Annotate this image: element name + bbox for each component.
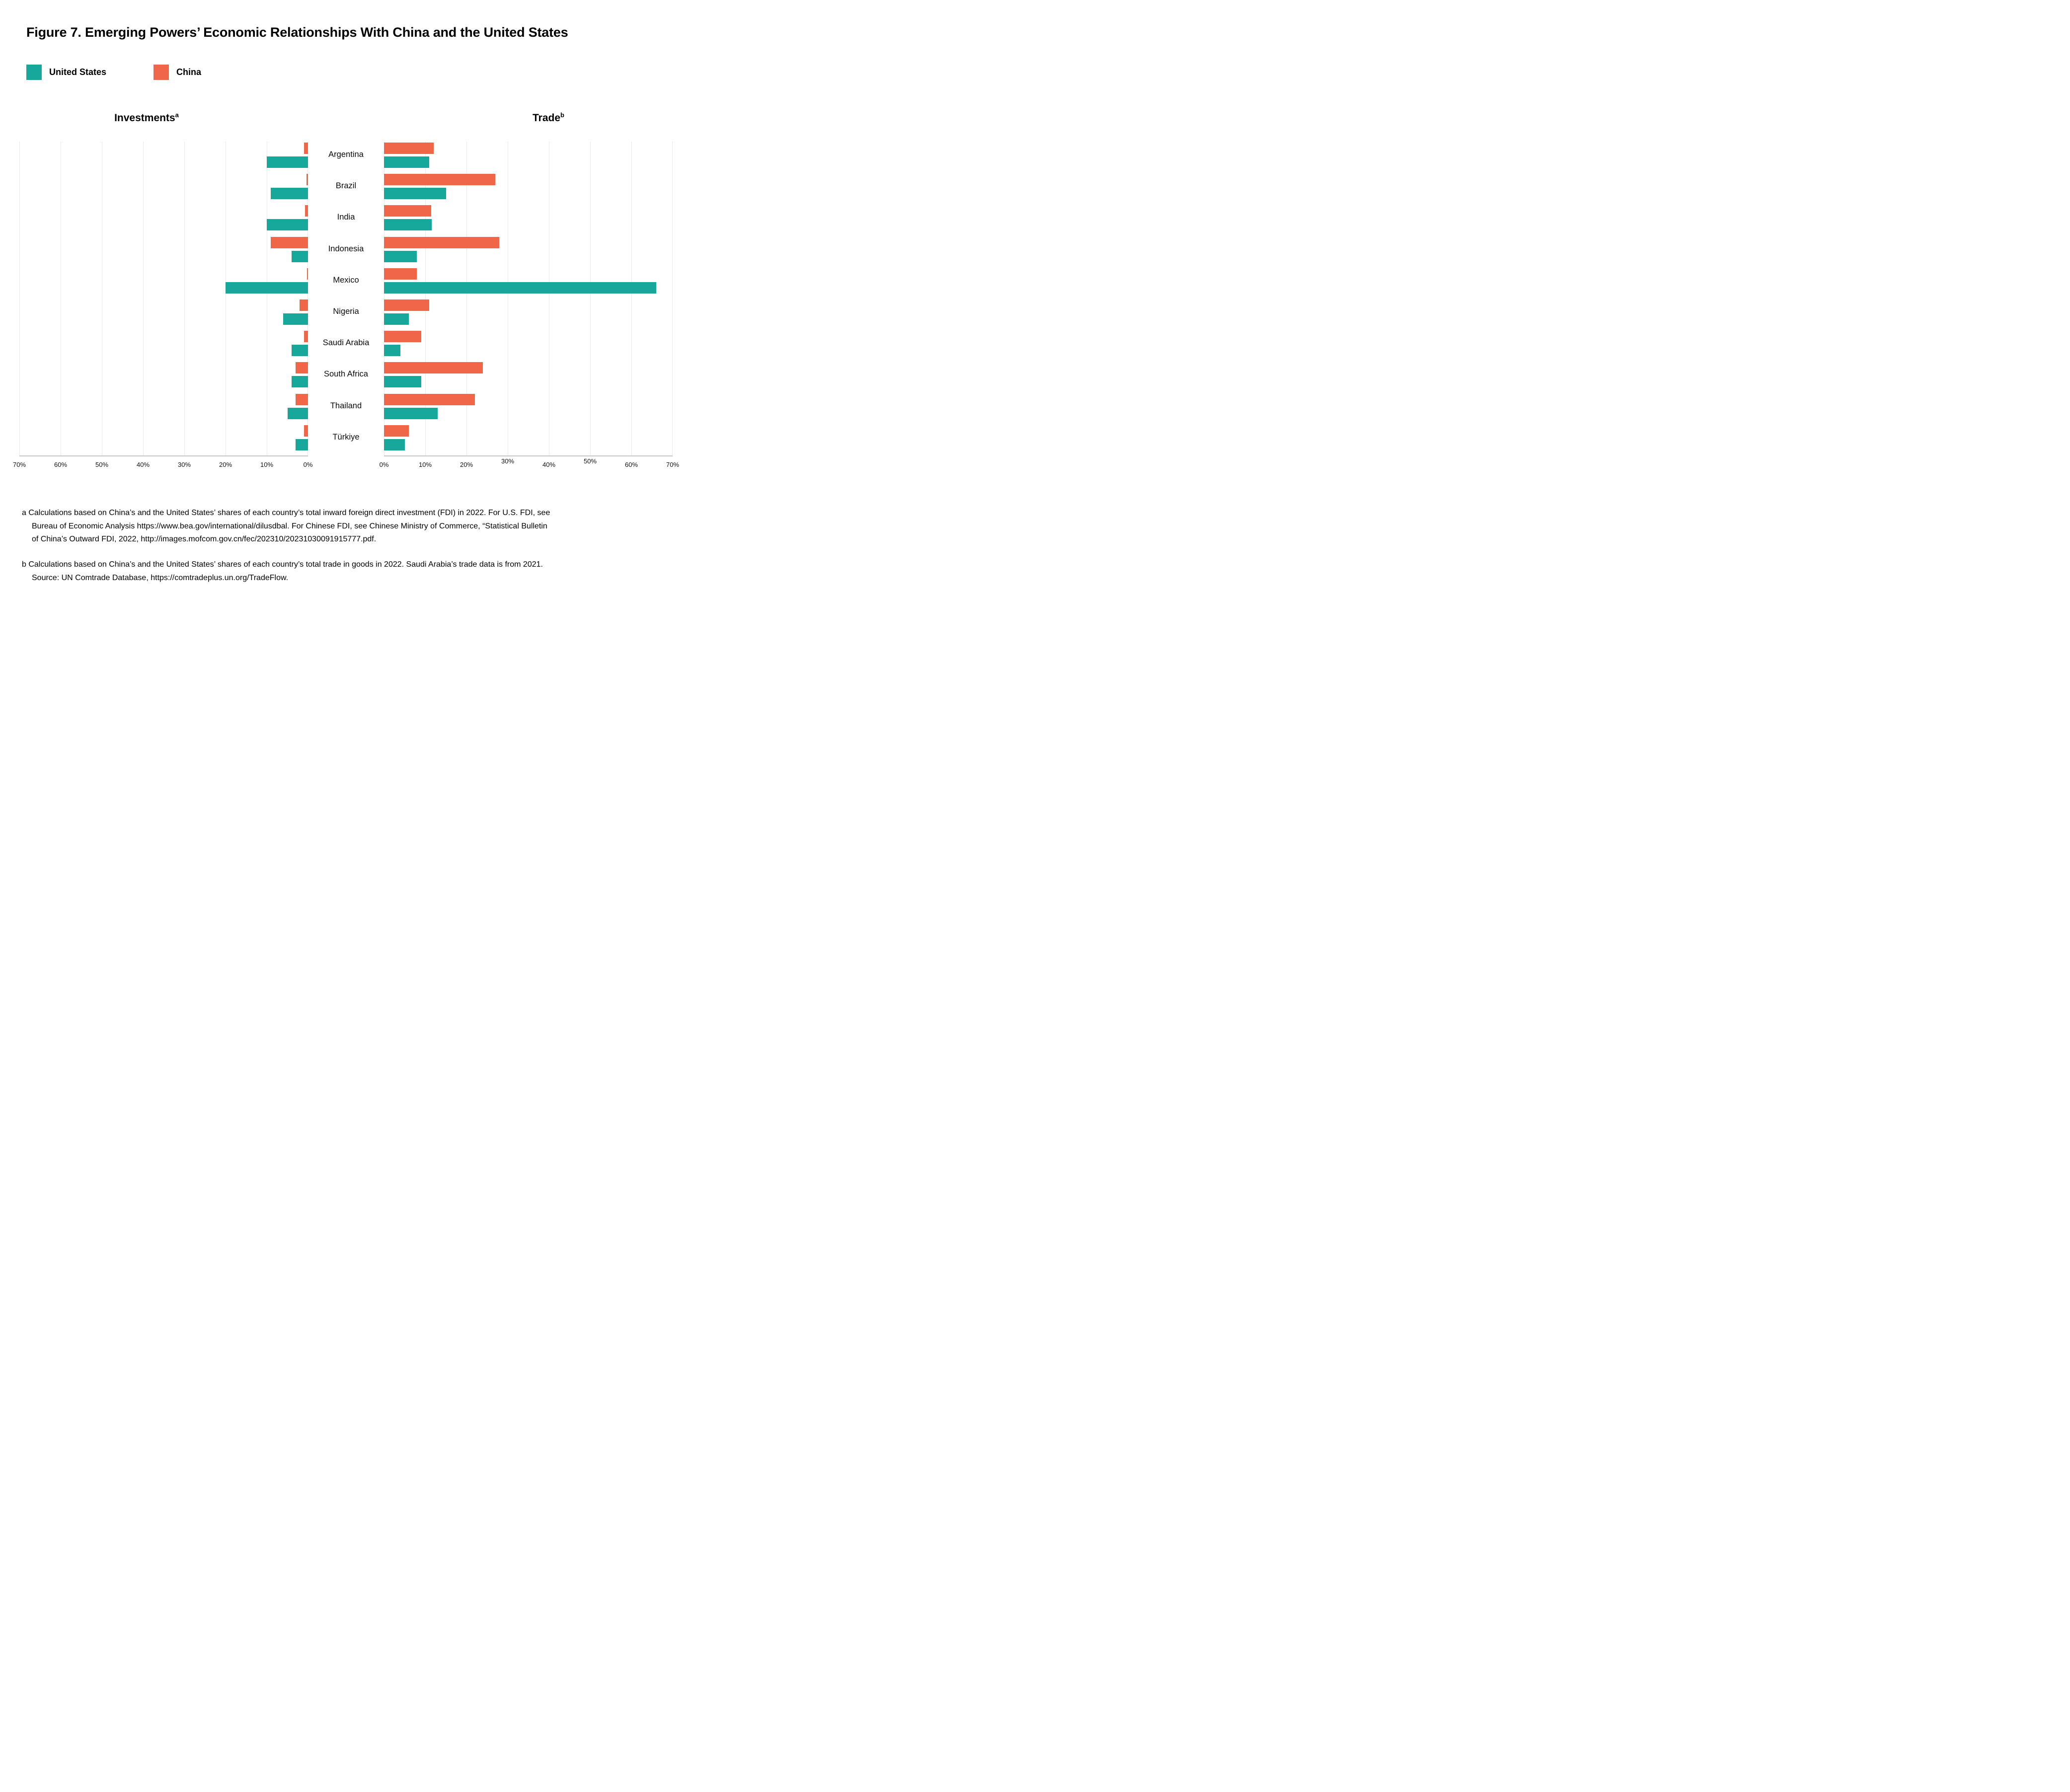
bar-trade-india-united-states: [384, 219, 432, 231]
bar-investments-t-rkiye-united-states: [296, 439, 308, 450]
bar-investments-mexico-china: [307, 268, 308, 280]
investments-header-label: Investments: [114, 112, 175, 124]
gridline-investments-0: [307, 142, 308, 455]
investments-plot-area: [19, 142, 308, 456]
bar-investments-thailand-china: [296, 393, 308, 405]
trade-panel-header: Tradeb: [484, 111, 613, 124]
bar-trade-india-china: [384, 205, 431, 217]
axis-tick-investments-0: 0%: [303, 461, 313, 468]
figure-page: Figure 7. Emerging Powers’ Economic Rela…: [0, 0, 690, 597]
footnote-a-line: of China’s Outward FDI, 2022, http://ima…: [32, 535, 377, 543]
bar-trade-argentina-china: [384, 143, 434, 154]
bar-trade-nigeria-united-states: [384, 313, 409, 325]
gridline-trade-50: [590, 142, 591, 455]
country-label-india: India: [337, 213, 355, 222]
bar-trade-mexico-china: [384, 268, 417, 280]
country-label-south-africa: South Africa: [324, 370, 368, 379]
country-label-mexico: Mexico: [333, 275, 359, 285]
bar-investments-south-africa-china: [296, 362, 308, 374]
china-swatch-icon: [153, 65, 169, 80]
legend-item-china: China: [153, 65, 201, 80]
legend-label-china: China: [176, 67, 202, 77]
bar-investments-india-china: [305, 205, 308, 217]
country-label-indonesia: Indonesia: [328, 244, 364, 253]
axis-tick-investments-30: 30%: [177, 461, 191, 468]
bar-trade-indonesia-united-states: [384, 250, 417, 262]
bar-investments-saudi-arabia-china: [304, 331, 308, 343]
trade-header-label: Trade: [533, 112, 561, 124]
gridline-investments-30: [184, 142, 185, 455]
bar-investments-india-united-states: [267, 219, 308, 231]
gridline-trade-60: [631, 142, 632, 455]
footnote-a-line: a Calculations based on China’s and the …: [22, 509, 550, 517]
bar-trade-brazil-china: [384, 174, 496, 186]
bar-trade-indonesia-china: [384, 236, 500, 248]
axis-tick-trade-10: 10%: [418, 461, 432, 468]
gridline-trade-70: [672, 142, 673, 455]
gridline-investments-70: [19, 142, 20, 455]
bar-investments-brazil-china: [306, 174, 308, 186]
trade-footnote-mark: b: [560, 111, 564, 119]
legend: United States China: [26, 65, 201, 80]
bar-investments-argentina-united-states: [267, 156, 308, 168]
country-label-saudi-arabia: Saudi Arabia: [322, 338, 370, 348]
country-label-t-rkiye: Türkiye: [332, 432, 360, 442]
bar-investments-indonesia-united-states: [291, 250, 308, 262]
bar-trade-t-rkiye-china: [384, 425, 409, 437]
investments-footnote-mark: a: [175, 111, 179, 119]
gridline-trade-20: [466, 142, 467, 455]
bar-trade-south-africa-united-states: [384, 376, 421, 388]
bar-trade-nigeria-china: [384, 299, 430, 311]
legend-item-united-states: United States: [26, 65, 106, 80]
gridline-investments-40: [143, 142, 144, 455]
country-label-argentina: Argentina: [328, 150, 364, 159]
bar-trade-argentina-united-states: [384, 156, 430, 168]
bar-investments-nigeria-china: [300, 299, 308, 311]
axis-tick-trade-60: 60%: [624, 461, 638, 468]
country-label-nigeria: Nigeria: [333, 307, 359, 316]
bar-investments-south-africa-united-states: [291, 376, 308, 388]
bar-trade-saudi-arabia-china: [384, 331, 421, 343]
footnote-a-line: Bureau of Economic Analysis https://www.…: [32, 522, 547, 530]
bar-trade-mexico-united-states: [384, 282, 656, 294]
bar-investments-brazil-united-states: [271, 188, 308, 200]
axis-tick-investments-40: 40%: [136, 461, 150, 468]
axis-tick-trade-20: 20%: [460, 461, 473, 468]
bar-investments-saudi-arabia-united-states: [291, 345, 308, 357]
bar-investments-argentina-china: [304, 143, 308, 154]
axis-tick-investments-70: 70%: [12, 461, 26, 468]
axis-tick-trade-0: 0%: [379, 461, 389, 468]
axis-tick-trade-50: 50%: [583, 457, 597, 465]
bar-investments-nigeria-united-states: [283, 313, 308, 325]
gridline-trade-10: [425, 142, 426, 455]
footnote-b: b Calculations based on China’s and the …: [22, 558, 670, 585]
figure-title: Figure 7. Emerging Powers’ Economic Rela…: [26, 25, 568, 40]
bar-investments-mexico-united-states: [226, 282, 308, 294]
axis-tick-trade-30: 30%: [501, 457, 515, 465]
bar-investments-indonesia-china: [271, 236, 308, 248]
bar-trade-thailand-united-states: [384, 407, 438, 419]
footnote-b-line: b Calculations based on China’s and the …: [22, 560, 543, 569]
axis-tick-investments-10: 10%: [260, 461, 274, 468]
country-label-thailand: Thailand: [330, 401, 362, 410]
bar-investments-t-rkiye-china: [304, 425, 308, 437]
bar-trade-t-rkiye-united-states: [384, 439, 405, 450]
footnote-b-line: Source: UN Comtrade Database, https://co…: [32, 573, 289, 582]
axis-tick-investments-50: 50%: [95, 461, 109, 468]
bar-trade-thailand-china: [384, 393, 475, 405]
bar-trade-saudi-arabia-united-states: [384, 345, 401, 357]
legend-label-united-states: United States: [49, 67, 107, 77]
bar-trade-brazil-united-states: [384, 188, 446, 200]
axis-tick-investments-20: 20%: [219, 461, 232, 468]
united-states-swatch-icon: [26, 65, 42, 80]
investments-panel-header: Investmentsa: [82, 111, 211, 124]
axis-tick-trade-40: 40%: [542, 461, 556, 468]
trade-plot-area: [384, 142, 673, 456]
country-label-brazil: Brazil: [335, 181, 357, 191]
bar-investments-thailand-united-states: [287, 407, 308, 419]
axis-tick-trade-70: 70%: [666, 461, 680, 468]
bar-trade-south-africa-china: [384, 362, 483, 374]
footnote-a: a Calculations based on China’s and the …: [22, 507, 670, 546]
axis-tick-investments-60: 60%: [54, 461, 68, 468]
